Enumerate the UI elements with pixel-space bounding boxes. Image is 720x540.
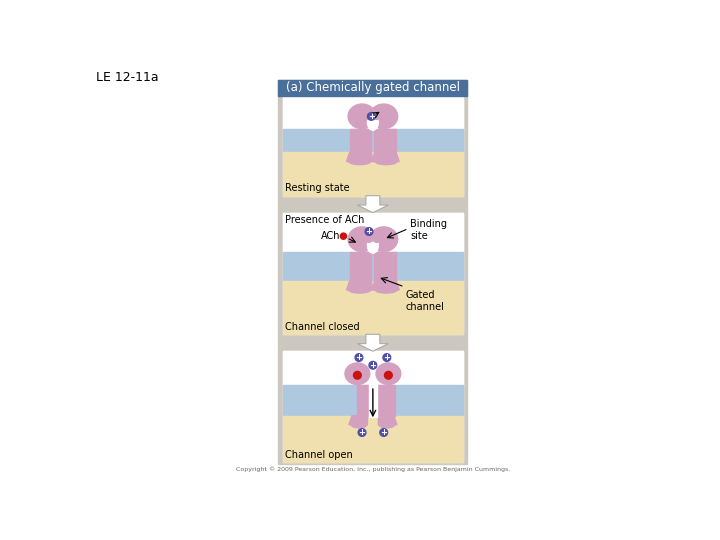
Ellipse shape bbox=[370, 227, 397, 252]
Bar bbox=[283, 351, 463, 462]
Text: LE 12-11a: LE 12-11a bbox=[96, 71, 159, 84]
Bar bbox=[283, 129, 463, 152]
Bar bbox=[357, 384, 374, 416]
Polygon shape bbox=[349, 416, 367, 425]
Text: Presence of ACh: Presence of ACh bbox=[284, 215, 364, 225]
Circle shape bbox=[383, 354, 391, 361]
Circle shape bbox=[369, 361, 377, 369]
Bar bbox=[369, 383, 377, 417]
Ellipse shape bbox=[376, 363, 401, 384]
Text: ACh: ACh bbox=[321, 231, 341, 241]
Bar bbox=[283, 97, 463, 195]
Ellipse shape bbox=[375, 159, 397, 165]
Bar bbox=[350, 252, 372, 281]
Bar bbox=[378, 384, 395, 416]
Text: Binding
site: Binding site bbox=[410, 219, 447, 241]
Circle shape bbox=[355, 354, 363, 361]
Ellipse shape bbox=[345, 363, 370, 384]
Text: +: + bbox=[380, 428, 387, 437]
Text: +: + bbox=[359, 428, 366, 437]
Ellipse shape bbox=[351, 422, 366, 428]
Bar bbox=[283, 213, 463, 252]
Ellipse shape bbox=[348, 104, 376, 129]
Bar bbox=[283, 213, 463, 334]
Bar bbox=[283, 152, 463, 195]
Ellipse shape bbox=[372, 230, 382, 242]
Bar bbox=[279, 80, 467, 464]
Polygon shape bbox=[346, 152, 373, 161]
Text: Copyright © 2009 Pearson Education, Inc., publishing as Pearson Benjamin Cumming: Copyright © 2009 Pearson Education, Inc.… bbox=[235, 466, 510, 471]
Text: +: + bbox=[356, 353, 362, 362]
Circle shape bbox=[354, 372, 361, 379]
Circle shape bbox=[341, 233, 346, 239]
Text: +: + bbox=[369, 361, 377, 370]
Text: Gated
channel: Gated channel bbox=[405, 290, 444, 312]
Bar bbox=[283, 384, 463, 416]
Polygon shape bbox=[378, 416, 397, 425]
Text: (a) Chemically gated channel: (a) Chemically gated channel bbox=[286, 82, 460, 94]
Ellipse shape bbox=[367, 115, 378, 130]
Bar bbox=[350, 129, 372, 152]
Ellipse shape bbox=[370, 104, 397, 129]
Bar bbox=[283, 97, 463, 129]
Ellipse shape bbox=[348, 227, 376, 252]
Text: Channel closed: Channel closed bbox=[284, 322, 359, 332]
Polygon shape bbox=[346, 281, 373, 290]
Bar bbox=[279, 80, 467, 96]
Ellipse shape bbox=[364, 230, 374, 242]
Bar bbox=[283, 281, 463, 334]
Ellipse shape bbox=[379, 422, 395, 428]
Ellipse shape bbox=[372, 107, 382, 119]
Circle shape bbox=[358, 429, 366, 436]
Ellipse shape bbox=[375, 287, 397, 293]
Text: +: + bbox=[383, 353, 390, 362]
Text: Resting state: Resting state bbox=[285, 184, 350, 193]
Ellipse shape bbox=[367, 238, 378, 253]
Polygon shape bbox=[373, 152, 399, 161]
Bar bbox=[283, 351, 463, 384]
Ellipse shape bbox=[349, 287, 371, 293]
Polygon shape bbox=[357, 334, 388, 351]
Bar bbox=[374, 252, 396, 281]
Bar bbox=[283, 252, 463, 281]
Text: +: + bbox=[366, 227, 372, 236]
Text: +: + bbox=[368, 112, 375, 121]
Polygon shape bbox=[357, 195, 388, 213]
Polygon shape bbox=[373, 281, 399, 290]
Circle shape bbox=[367, 112, 375, 120]
Bar bbox=[374, 129, 396, 152]
Circle shape bbox=[380, 429, 387, 436]
Circle shape bbox=[384, 372, 392, 379]
Text: Channel open: Channel open bbox=[284, 450, 352, 460]
Bar bbox=[283, 416, 463, 462]
Circle shape bbox=[365, 228, 373, 235]
Ellipse shape bbox=[364, 107, 374, 119]
Ellipse shape bbox=[349, 159, 371, 165]
